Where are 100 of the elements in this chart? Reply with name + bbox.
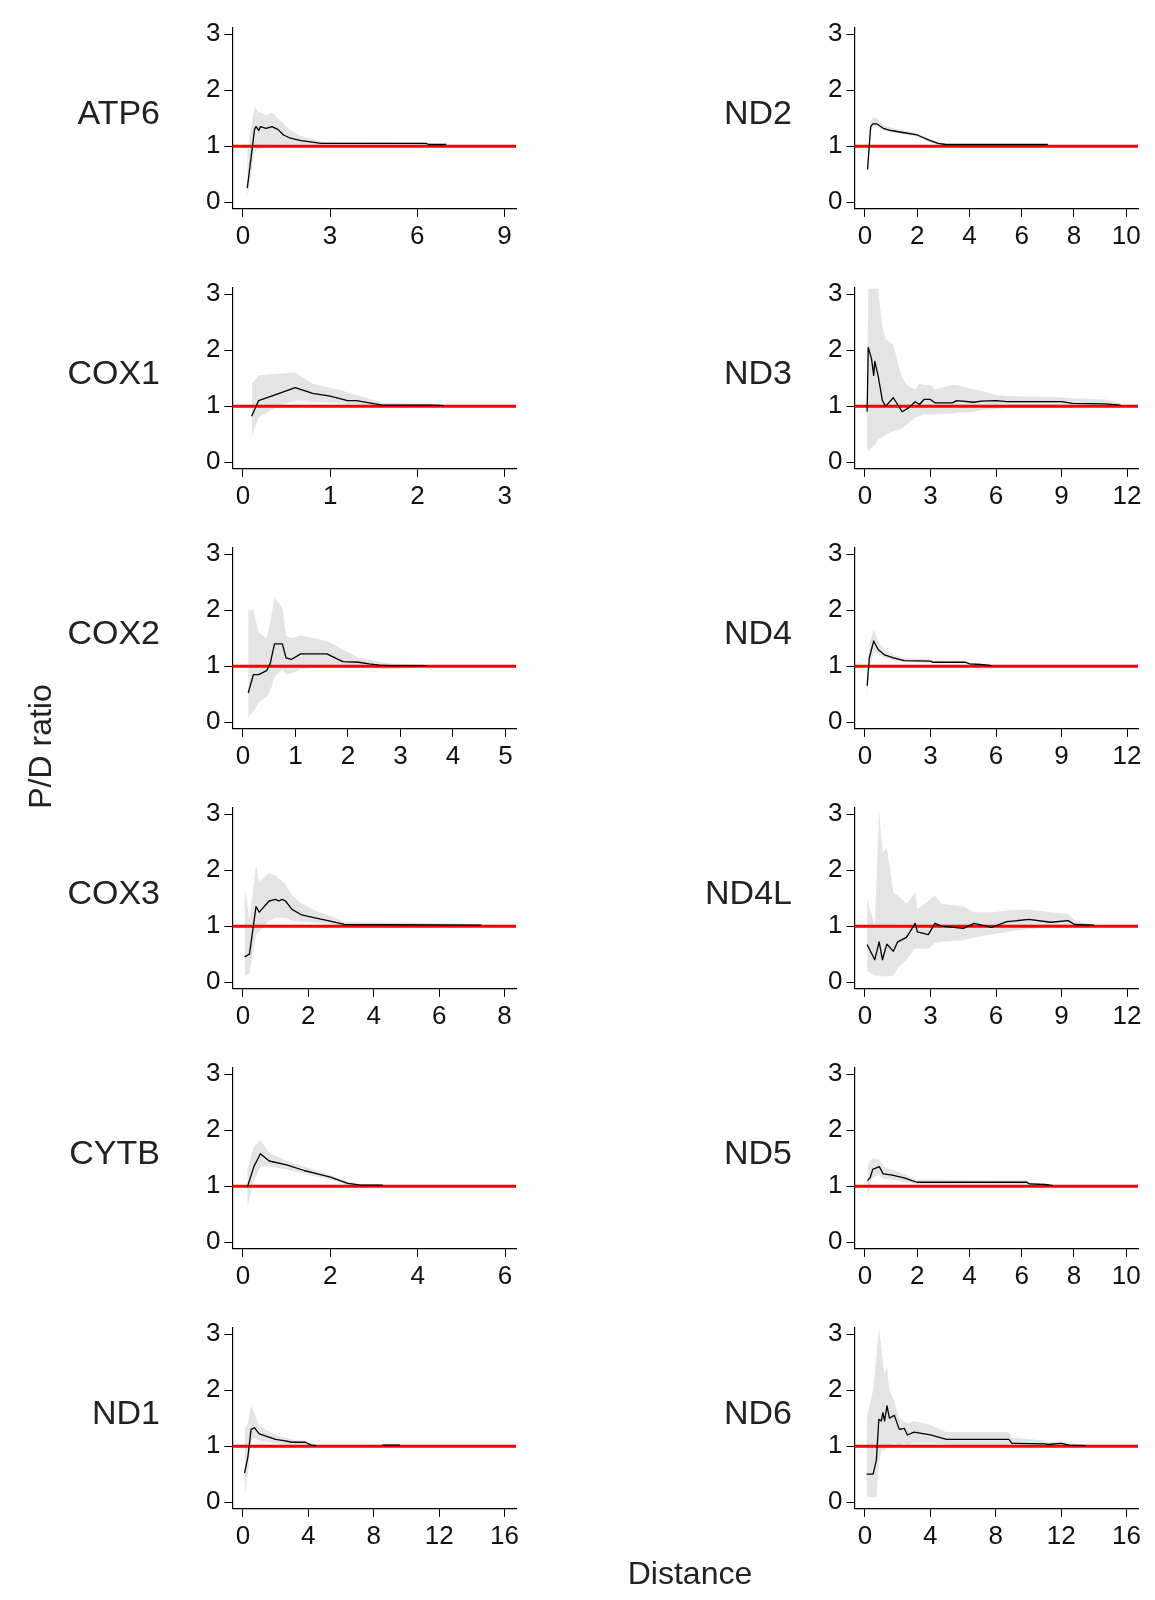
y-tick-label: 2 bbox=[205, 593, 221, 624]
x-tick-label: 9 bbox=[1054, 739, 1069, 770]
y-tick-label: 2 bbox=[205, 73, 221, 104]
x-tick-label: 0 bbox=[857, 999, 873, 1030]
x-tick-label: 0 bbox=[857, 219, 873, 250]
text: ATP6 bbox=[77, 93, 160, 132]
y-tick-label: 0 bbox=[827, 965, 843, 996]
x-tick-label: 6 bbox=[409, 219, 425, 250]
y-tick-label: 3 bbox=[205, 537, 221, 568]
y-tick-label: 1 bbox=[205, 909, 221, 940]
y-tick-label: 3 bbox=[205, 277, 221, 308]
y-tick-label: 3 bbox=[827, 1057, 843, 1088]
x-tick-label: 12 bbox=[1112, 479, 1142, 510]
y-tick-label: 0 bbox=[827, 705, 843, 736]
y-tick-label: 3 bbox=[827, 277, 843, 308]
y-tick-label: 0 bbox=[205, 965, 221, 996]
x-tick-label: 10 bbox=[1111, 219, 1141, 250]
x-tick-label: 12 bbox=[1112, 999, 1142, 1030]
x-tick-label: 2 bbox=[301, 999, 316, 1030]
y-tick-label: 1 bbox=[827, 129, 843, 160]
x-tick-label: 0 bbox=[857, 479, 873, 510]
x-tick-label: 6 bbox=[988, 999, 1004, 1030]
text: COX1 bbox=[67, 353, 160, 392]
y-tick-label: 0 bbox=[827, 445, 843, 476]
x-tick-label: 2 bbox=[909, 219, 925, 250]
y-tick-label: 2 bbox=[205, 853, 221, 884]
y-tick-label: 1 bbox=[827, 1169, 843, 1200]
y-tick-label: 2 bbox=[827, 853, 843, 884]
y-tick-label: 2 bbox=[205, 333, 221, 364]
x-tick-label: 4 bbox=[301, 1519, 316, 1550]
x-tick-label: 6 bbox=[431, 999, 447, 1030]
x-tick-label: 0 bbox=[235, 999, 251, 1030]
y-tick-label: 2 bbox=[827, 333, 843, 364]
y-tick-label: 1 bbox=[205, 1169, 221, 1200]
x-tick-label: 3 bbox=[497, 479, 512, 510]
y-tick-label: 3 bbox=[205, 1317, 221, 1348]
x-tick-label: 3 bbox=[393, 739, 408, 770]
y-tick-label: 1 bbox=[205, 1429, 221, 1460]
x-tick-label: 8 bbox=[497, 999, 512, 1030]
y-tick-label: 2 bbox=[827, 1373, 843, 1404]
x-tick-label: 9 bbox=[1054, 479, 1069, 510]
x-tick-label: 3 bbox=[923, 739, 938, 770]
x-tick-label: 1 bbox=[288, 739, 303, 770]
x-tick-label: 4 bbox=[962, 219, 977, 250]
text: CYTB bbox=[69, 1133, 160, 1172]
text: ND3 bbox=[723, 353, 792, 392]
x-tick-label: 12 bbox=[424, 1519, 454, 1550]
y-tick-label: 3 bbox=[827, 537, 843, 568]
y-tick-label: 1 bbox=[827, 649, 843, 680]
x-tick-label: 0 bbox=[235, 1259, 251, 1290]
x-tick-label: 8 bbox=[1066, 219, 1082, 250]
x-tick-label: 4 bbox=[410, 1259, 425, 1290]
y-tick-label: 0 bbox=[205, 705, 221, 736]
text: ND4 bbox=[723, 613, 792, 652]
y-tick-label: 3 bbox=[827, 797, 843, 828]
x-tick-label: 1 bbox=[322, 479, 338, 510]
x-tick-label: 9 bbox=[497, 219, 512, 250]
x-tick-label: 4 bbox=[923, 1519, 938, 1550]
text: ND4L bbox=[705, 873, 792, 912]
x-tick-label: 3 bbox=[322, 219, 338, 250]
x-tick-label: 0 bbox=[857, 1519, 873, 1550]
x-tick-label: 0 bbox=[235, 219, 251, 250]
x-tick-label: 6 bbox=[1014, 1259, 1029, 1290]
x-tick-label: 8 bbox=[1066, 1259, 1082, 1290]
y-axis-title: P/D ratio bbox=[21, 683, 59, 811]
x-tick-label: 8 bbox=[366, 1519, 381, 1550]
y-tick-label: 0 bbox=[205, 445, 221, 476]
x-tick-label: 16 bbox=[490, 1519, 520, 1550]
x-tick-label: 6 bbox=[988, 739, 1004, 770]
x-tick-label: 3 bbox=[923, 479, 938, 510]
x-tick-label: 4 bbox=[445, 739, 461, 770]
y-tick-label: 2 bbox=[205, 1113, 221, 1144]
y-tick-label: 1 bbox=[827, 909, 843, 940]
y-tick-label: 0 bbox=[827, 1225, 843, 1256]
x-tick-label: 2 bbox=[909, 1259, 925, 1290]
x-axis-title: Distance bbox=[626, 1555, 754, 1592]
x-tick-label: 6 bbox=[1014, 219, 1029, 250]
text: ND6 bbox=[723, 1393, 792, 1432]
x-tick-label: 0 bbox=[857, 739, 873, 770]
y-tick-label: 3 bbox=[205, 797, 221, 828]
x-tick-label: 4 bbox=[366, 999, 381, 1030]
x-tick-label: 2 bbox=[340, 739, 356, 770]
y-tick-label: 1 bbox=[205, 649, 221, 680]
y-tick-label: 2 bbox=[827, 593, 843, 624]
text: COX3 bbox=[67, 873, 160, 912]
y-tick-label: 0 bbox=[205, 1485, 221, 1516]
x-tick-label: 2 bbox=[410, 479, 425, 510]
y-tick-label: 0 bbox=[205, 1225, 221, 1256]
y-tick-label: 2 bbox=[205, 1373, 221, 1404]
y-tick-label: 2 bbox=[827, 73, 843, 104]
text: ND5 bbox=[723, 1133, 792, 1172]
y-tick-label: 1 bbox=[205, 389, 221, 420]
y-tick-label: 0 bbox=[205, 185, 221, 216]
y-tick-label: 1 bbox=[827, 1429, 843, 1460]
x-tick-label: 0 bbox=[235, 479, 251, 510]
x-tick-label: 5 bbox=[498, 739, 513, 770]
x-tick-label: 8 bbox=[988, 1519, 1003, 1550]
x-tick-label: 4 bbox=[962, 1259, 977, 1290]
x-tick-label: 12 bbox=[1046, 1519, 1076, 1550]
x-tick-label: 0 bbox=[857, 1259, 873, 1290]
